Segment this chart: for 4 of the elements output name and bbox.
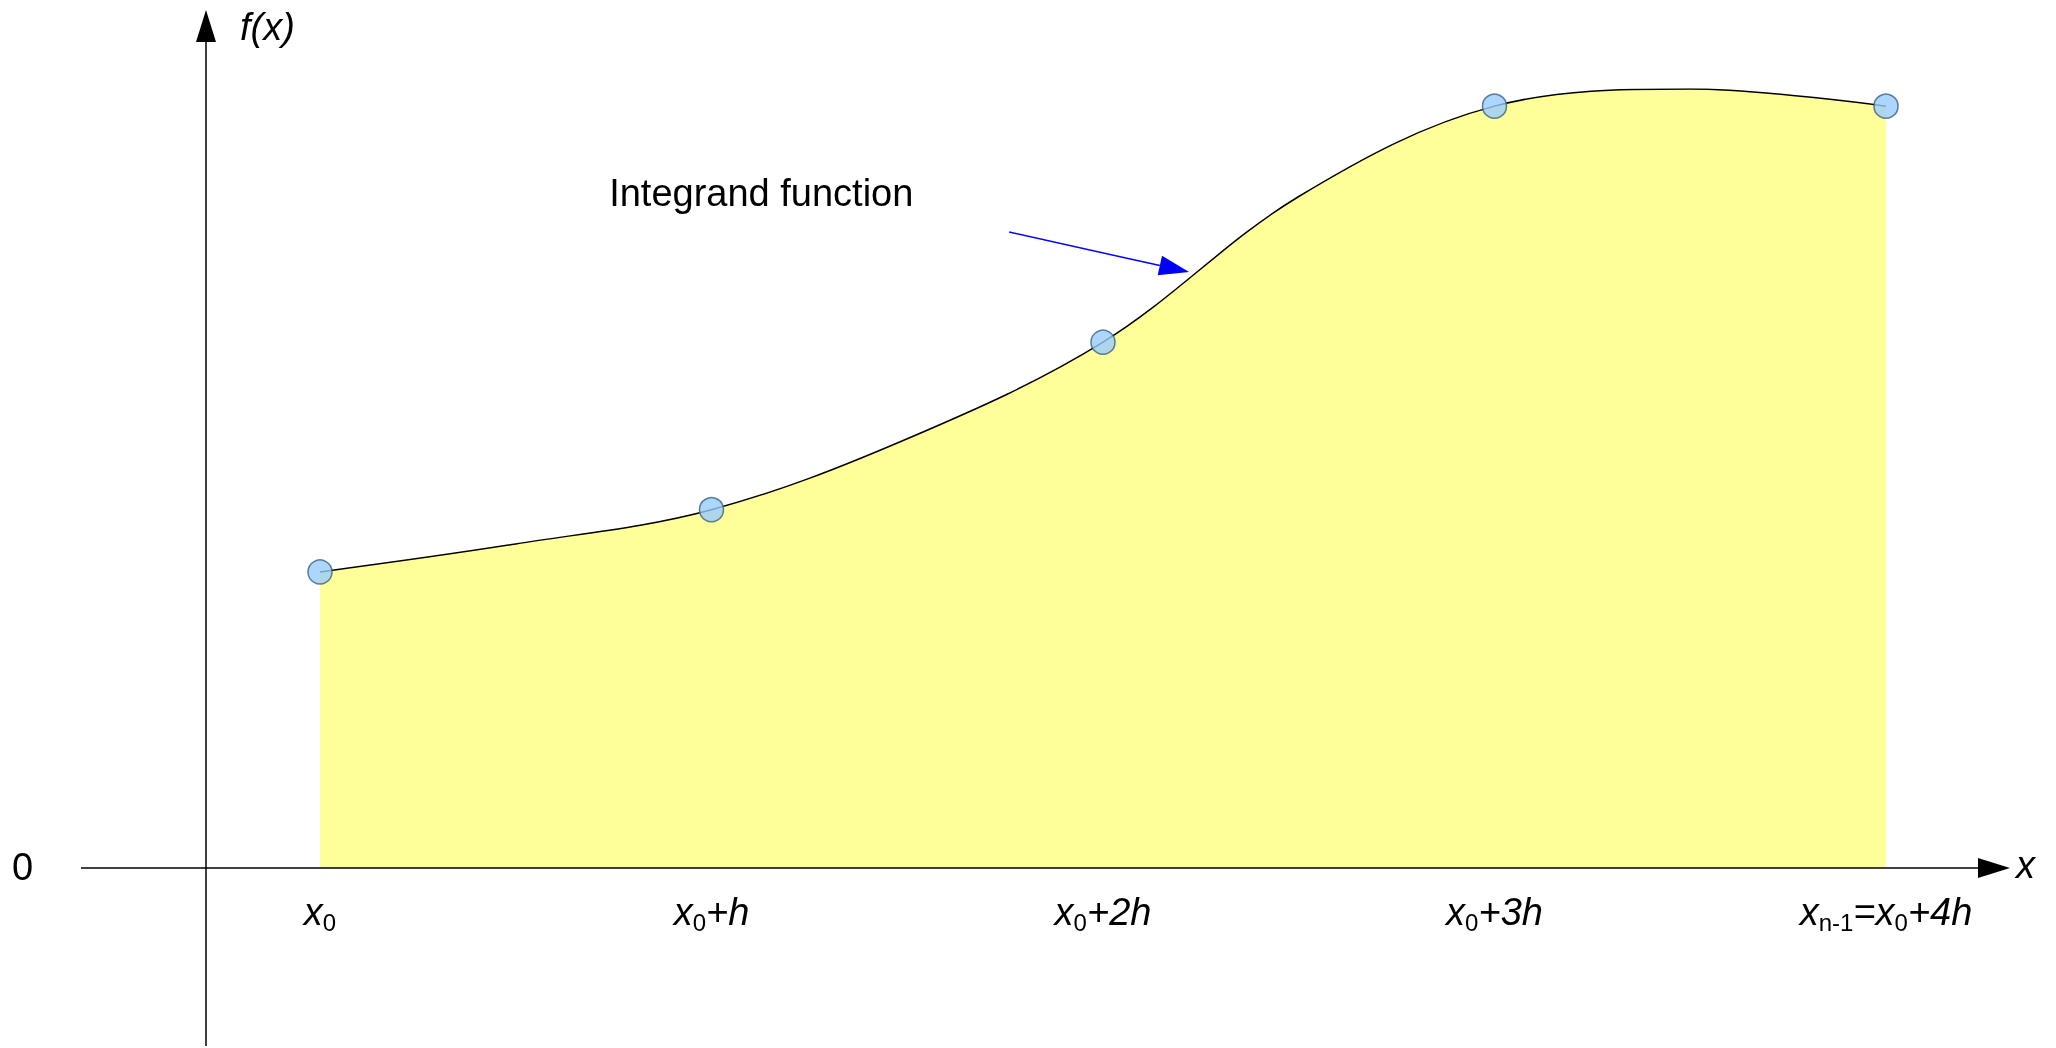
x-axis-title: x (2014, 844, 2037, 886)
annotation: Integrand function (609, 172, 914, 215)
y-axis-title: f(x) (240, 6, 295, 48)
text: 0 (12, 846, 34, 888)
